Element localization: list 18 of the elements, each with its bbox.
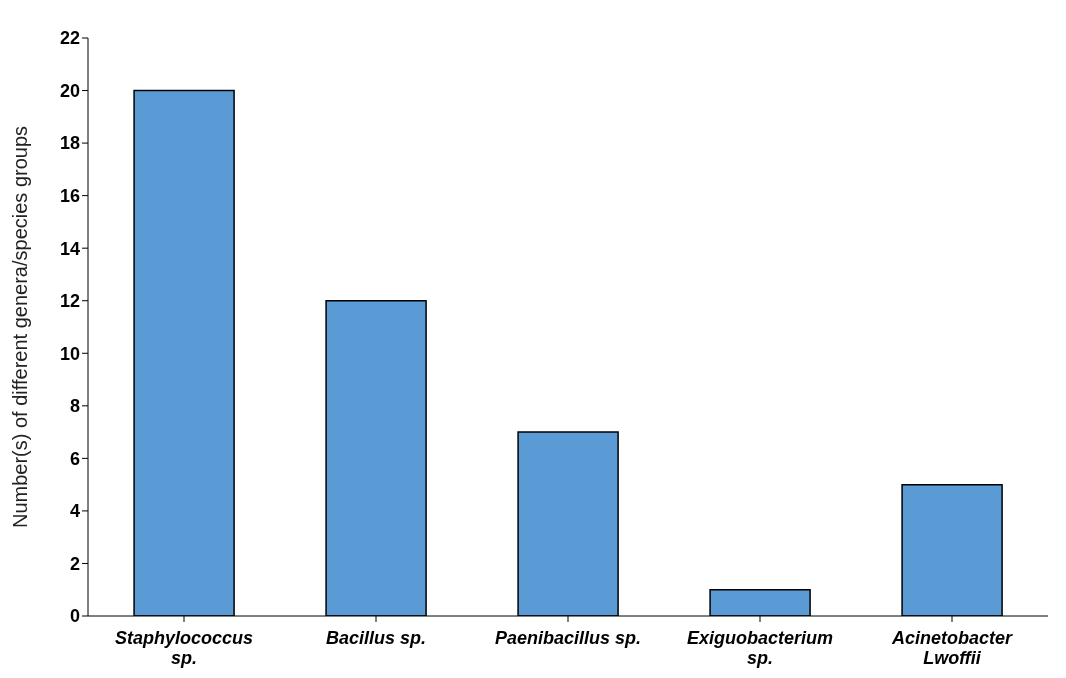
y-tick-label: 8	[69, 396, 80, 417]
x-tick-label: Paenibacillus sp.	[494, 628, 642, 648]
y-axis-title: Number(s) of different genera/species groups	[9, 125, 32, 529]
y-tick-label: 0	[69, 606, 80, 627]
y-tick-label: 16	[59, 186, 80, 207]
y-tick-label: 18	[59, 133, 80, 154]
y-tick-label: 20	[59, 80, 80, 101]
y-tick-label: 14	[59, 238, 80, 259]
x-tick-label: Exiguobacterium sp.	[686, 628, 834, 668]
y-tick-label: 10	[59, 343, 80, 364]
y-tick-label: 4	[69, 501, 80, 522]
y-tick-label: 22	[59, 28, 80, 49]
y-tick-label: 6	[69, 448, 80, 469]
y-tick-label: 2	[69, 553, 80, 574]
y-tick-label: 12	[59, 291, 80, 312]
x-tick-label: Acinetobacter Lwoffii	[890, 628, 1013, 668]
x-tick-label: Bacillus sp.	[325, 628, 427, 648]
x-tick-label: Staphylococcus sp.	[114, 628, 254, 668]
